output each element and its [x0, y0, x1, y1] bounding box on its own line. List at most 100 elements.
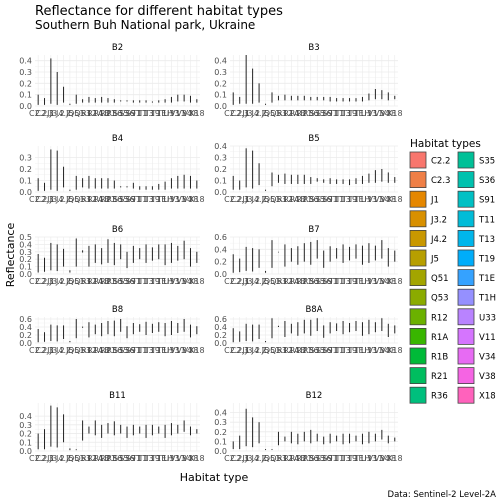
- x-tick-label: V38: [380, 454, 396, 463]
- legend-swatch: [409, 151, 427, 169]
- x-tick-label: T13: [335, 277, 351, 286]
- x-tick-label: T1E: [150, 454, 166, 463]
- x-tick-label: C2.3: [35, 277, 53, 286]
- legend-item-v11: V11: [457, 327, 496, 345]
- x-tick-label: T13: [138, 346, 154, 355]
- x-tick-label: Q53: [270, 109, 286, 118]
- legend-label: S91: [479, 196, 495, 206]
- x-tick-label: V11: [170, 109, 186, 118]
- legend-swatch: [457, 386, 475, 404]
- facet-strip-label: B8: [112, 305, 123, 315]
- x-tick-label: Q51: [68, 277, 84, 286]
- x-tick-label: J3.2: [49, 109, 65, 118]
- legend-item-c2-2: C2.2: [409, 151, 450, 169]
- x-tick-label: S36: [316, 195, 331, 204]
- legend-item-r12: R12: [409, 308, 448, 326]
- x-tick-label: U33: [163, 277, 179, 286]
- x-tick-label: C2.3: [35, 346, 53, 355]
- legend-item-q53: Q53: [409, 288, 449, 306]
- y-tick-label: 0.1: [214, 177, 227, 186]
- legend-label: T1H: [478, 294, 496, 304]
- x-tick-label: V38: [183, 454, 199, 463]
- x-tick-label: Q53: [270, 195, 286, 204]
- x-tick-label: C2.3: [35, 109, 53, 118]
- x-tick-label: J4.2: [251, 346, 267, 355]
- x-tick-label: X18: [387, 454, 403, 463]
- x-tick-label: T11: [328, 195, 344, 204]
- x-tick-label: U33: [361, 109, 377, 118]
- x-tick-label: S91: [126, 195, 141, 204]
- y-tick-label: 0.0: [214, 188, 227, 197]
- y-tick-label: 0.0: [19, 188, 32, 197]
- x-tick-label: Q51: [264, 195, 280, 204]
- x-tick-label: V34: [176, 454, 192, 463]
- facet-strip-label: B11: [109, 391, 126, 401]
- x-tick-label: T1E: [347, 454, 363, 463]
- x-tick-label: C2.2: [224, 195, 242, 204]
- x-tick-label: U33: [163, 109, 179, 118]
- y-tick-label: 0.3: [214, 68, 227, 77]
- x-tick-label: V11: [170, 277, 186, 286]
- legend-swatch: [457, 151, 475, 169]
- x-tick-label: S91: [126, 109, 141, 118]
- x-tick-label: Q51: [264, 346, 280, 355]
- y-tick-label: 0.6: [214, 233, 227, 242]
- legend-swatch: [457, 327, 475, 345]
- x-tick-label: C2.2: [224, 454, 242, 463]
- legend-label: V38: [479, 372, 496, 382]
- chart-title: Reflectance for different habitat types: [35, 4, 283, 19]
- x-tick-label: U33: [361, 277, 377, 286]
- x-tick-label: Q51: [68, 109, 84, 118]
- x-tick-label: V34: [176, 346, 192, 355]
- x-tick-label: T1E: [347, 277, 363, 286]
- x-tick-label: R21: [296, 454, 312, 463]
- legend-item-c2-3: C2.3: [409, 171, 450, 189]
- x-tick-label: S35: [310, 195, 325, 204]
- x-tick-label: V11: [170, 195, 186, 204]
- x-tick-label: T1E: [347, 109, 363, 118]
- facet-strip-label: B5: [308, 134, 319, 144]
- legend-item-j1: J1: [409, 190, 439, 208]
- facet-panel-b2: B2 0.0 0.1 0.2 0.3 0.4 C2.2C2.3J1J3.2J4.2J5Q51…: [19, 43, 204, 118]
- legend-label: C2.3: [431, 176, 450, 186]
- x-tick-label: J3.2: [49, 277, 65, 286]
- x-tick-label: T11: [328, 109, 344, 118]
- x-tick-label: R1B: [290, 109, 306, 118]
- x-tick-label: J5: [261, 346, 269, 355]
- x-tick-label: V34: [374, 195, 390, 204]
- y-tick-label: 0.0: [214, 447, 227, 456]
- legend-swatch: [457, 308, 475, 326]
- y-tick-label: 0.4: [19, 323, 32, 332]
- x-tick-label: C2.2: [29, 454, 47, 463]
- x-tick-label: Q53: [74, 277, 90, 286]
- legend-label: Q51: [431, 274, 449, 284]
- x-tick-label: R1A: [283, 195, 300, 204]
- x-tick-label: C2.2: [29, 346, 47, 355]
- x-tick-label: V34: [374, 454, 390, 463]
- x-tick-label: V38: [380, 277, 396, 286]
- legend-item-j4-2: J4.2: [409, 229, 447, 247]
- x-tick-label: Q51: [68, 346, 84, 355]
- y-tick-label: 0.1: [19, 91, 32, 100]
- y-tick-label: 0.6: [214, 315, 227, 324]
- x-tick-label: R1B: [290, 195, 306, 204]
- x-tick-label: C2.3: [35, 454, 53, 463]
- y-tick-label: 0.0: [214, 102, 227, 111]
- x-tick-label: T19: [341, 454, 357, 463]
- x-tick-label: X18: [387, 109, 403, 118]
- x-tick-label: R12: [81, 277, 97, 286]
- x-tick-label: R1A: [87, 346, 104, 355]
- facet-panel-b5: B5 0.0 0.1 0.2 0.3 0.4 C2.2C2.3J1J3.2J4.2J5Q51…: [214, 134, 402, 204]
- x-tick-label: R1B: [94, 346, 110, 355]
- x-tick-label: T19: [144, 277, 160, 286]
- x-tick-label: C2.3: [231, 454, 249, 463]
- x-tick-label: T13: [138, 195, 154, 204]
- x-tick-label: Q53: [74, 109, 90, 118]
- x-tick-label: V11: [170, 454, 186, 463]
- legend-item-r1b: R1B: [409, 347, 448, 365]
- x-tick-label: S36: [316, 277, 331, 286]
- x-tick-label: V38: [380, 109, 396, 118]
- x-tick-label: R12: [81, 195, 97, 204]
- facet-strip-label: B7: [308, 225, 319, 235]
